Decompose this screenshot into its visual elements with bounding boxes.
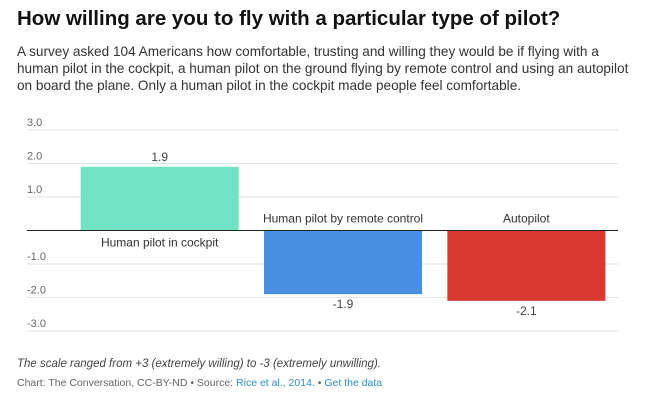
source-link[interactable]: Rice et al., 2014. (236, 377, 315, 389)
data-label: -1.9 (333, 297, 354, 311)
y-tick-label: -3.0 (27, 318, 46, 330)
y-tick-label: 3.0 (27, 117, 42, 129)
get-the-data-link[interactable]: Get the data (324, 377, 383, 389)
y-tick-label: -2.0 (27, 285, 46, 297)
category-label: Autopilot (503, 212, 550, 226)
y-tick-label: 2.0 (27, 151, 42, 163)
scale-note: The scale ranged from +3 (extremely will… (17, 358, 381, 370)
bar-human-pilot-in-cockpit (80, 166, 239, 231)
bars (80, 166, 606, 301)
credit-line: Chart: The Conversation, CC-BY-ND • Sour… (17, 377, 382, 389)
y-tick-label: 1.0 (27, 184, 42, 196)
category-label: Human pilot by remote control (263, 212, 423, 226)
data-label: -2.1 (516, 304, 537, 318)
y-tick-label: -1.0 (27, 251, 46, 263)
credit-separator: • (317, 377, 322, 389)
data-label: 1.9 (151, 150, 168, 164)
bar-human-pilot-by-remote-control (264, 230, 422, 295)
chart-title: How willing are you to fly with a partic… (17, 7, 561, 30)
category-label: Human pilot in cockpit (101, 236, 219, 250)
bar-autopilot (447, 230, 606, 301)
credit-text: Chart: The Conversation, CC-BY-ND • Sour… (17, 377, 234, 389)
labels: 1.9 Human pilot in cockpit -1.9 Human pilot… (27, 150, 618, 318)
chart-subtitle: A survey asked 104 Americans how comfort… (17, 44, 629, 94)
